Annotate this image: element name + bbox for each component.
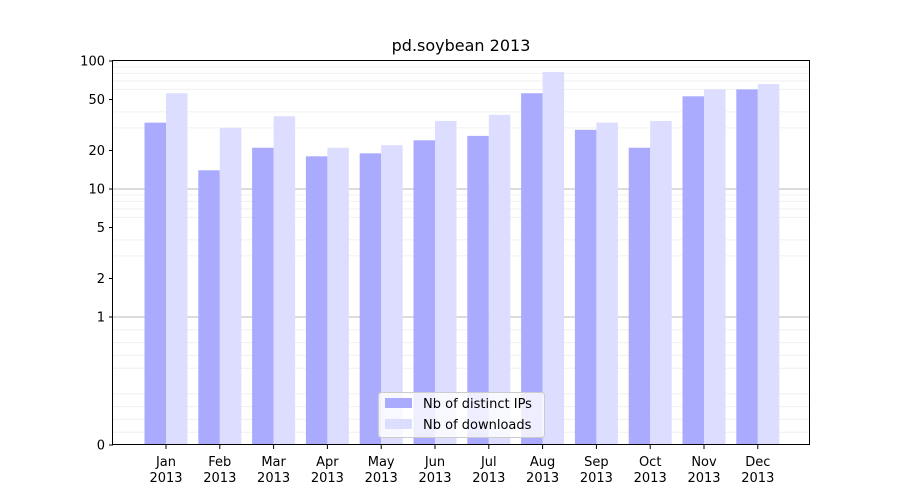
x-tick-label: Jun 2013 xyxy=(418,455,451,486)
bar-distinct-ips-12 xyxy=(736,89,758,445)
bar-distinct-ips-11 xyxy=(682,96,704,445)
y-tick-label: 50 xyxy=(88,93,105,108)
y-tick-label: 0 xyxy=(97,439,105,454)
bar-downloads-6 xyxy=(435,120,457,445)
bar-distinct-ips-9 xyxy=(574,129,597,445)
bar-distinct-ips-3 xyxy=(252,147,274,446)
chart-title: pd.soybean 2013 xyxy=(392,36,531,55)
legend-swatch-downloads xyxy=(385,419,412,429)
legend: Nb of distinct IPs Nb of downloads xyxy=(378,392,545,438)
bars xyxy=(144,72,780,446)
x-tick-label: Oct 2013 xyxy=(634,455,667,486)
x-tick-label: Aug 2013 xyxy=(526,455,559,486)
bar-downloads-9 xyxy=(596,122,618,445)
x-tick-label: Mar 2013 xyxy=(257,455,290,486)
bar-downloads-3 xyxy=(273,116,296,446)
bar-distinct-ips-4 xyxy=(305,156,328,445)
y-tick-label: 10 xyxy=(88,183,105,198)
x-tick-label: Sep 2013 xyxy=(580,455,613,486)
bar-downloads-2 xyxy=(219,127,242,446)
bar-downloads-11 xyxy=(704,89,726,445)
x-tick-label: Feb 2013 xyxy=(203,455,236,486)
y-tick-label: 5 xyxy=(97,221,105,236)
x-axis: Jan 2013 Feb 2013 Mar 2013 Apr 2013 May 2013 Jun 20… xyxy=(149,445,774,486)
bar-downloads-4 xyxy=(327,147,349,446)
y-axis: 0 1 2 5 10 20 50 100 xyxy=(80,55,113,454)
bar-downloads-7 xyxy=(488,114,511,446)
x-tick-label: Nov 2013 xyxy=(687,455,720,486)
y-tick-label: 20 xyxy=(88,144,105,159)
bar-distinct-ips-10 xyxy=(628,147,651,446)
y-tick-label: 1 xyxy=(97,311,105,326)
x-tick-label: Jul 2013 xyxy=(472,455,505,486)
bar-distinct-ips-5 xyxy=(359,153,382,446)
x-tick-label: Dec 2013 xyxy=(741,455,774,486)
legend-label-distinct-ips: Nb of distinct IPs xyxy=(423,397,532,412)
bar-distinct-ips-8 xyxy=(521,93,543,445)
bar-downloads-10 xyxy=(650,120,672,445)
legend-box xyxy=(378,392,545,438)
bar-distinct-ips-2 xyxy=(198,170,220,446)
bar-downloads-12 xyxy=(757,84,780,445)
bar-downloads-5 xyxy=(381,145,403,445)
x-tick-label: May 2013 xyxy=(365,455,398,486)
bar-downloads-8 xyxy=(542,72,565,445)
legend-label-downloads: Nb of downloads xyxy=(423,418,532,433)
axes-frame xyxy=(112,60,810,445)
bar-distinct-ips-7 xyxy=(467,135,489,445)
y-tick-label: 2 xyxy=(97,272,105,287)
y-tick-label: 100 xyxy=(80,55,105,70)
x-tick-label: Jan 2013 xyxy=(149,455,182,486)
x-tick-label: Apr 2013 xyxy=(311,455,344,486)
bar-distinct-ips-6 xyxy=(413,140,435,446)
legend-swatch-distinct-ips xyxy=(385,398,412,408)
bar-downloads-1 xyxy=(166,93,188,445)
bar-distinct-ips-1 xyxy=(144,122,166,445)
